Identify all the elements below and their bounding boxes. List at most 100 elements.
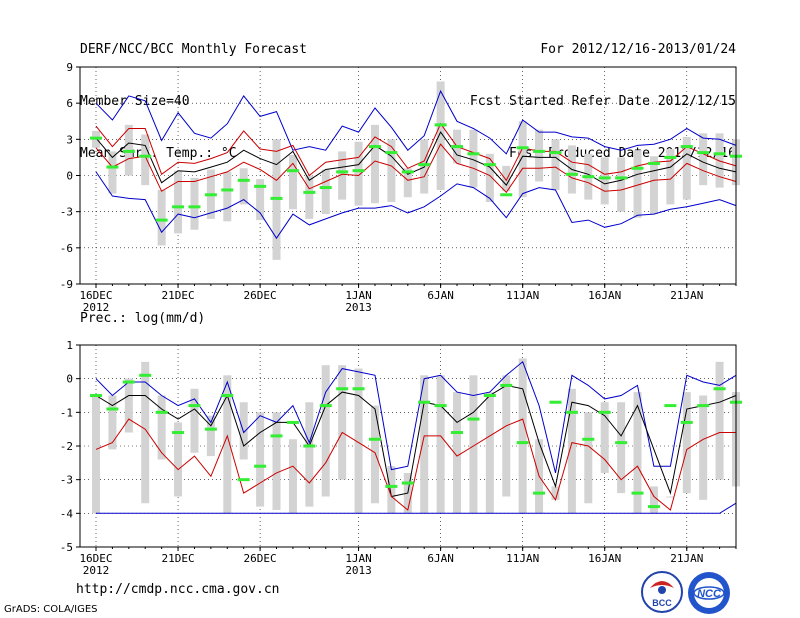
median-mark (106, 165, 119, 169)
median-mark (204, 193, 217, 197)
series-line-mean (95, 131, 737, 186)
median-mark (615, 441, 628, 445)
x-tick-label: 11JAN (506, 289, 539, 302)
median-mark (467, 152, 480, 156)
x-tick-year-label: 2013 (345, 564, 372, 577)
median-mark (90, 136, 102, 140)
ensemble-range-bar (617, 402, 626, 494)
median-mark (286, 420, 299, 424)
median-mark (483, 163, 496, 167)
x-tick-label: 16JAN (588, 552, 621, 565)
ensemble-range-bar (124, 378, 133, 433)
median-mark (451, 431, 464, 435)
source-url[interactable]: http://cmdp.ncc.cma.gov.cn (76, 582, 280, 597)
y-tick-label: -5 (60, 541, 73, 554)
median-mark (549, 400, 562, 404)
median-mark (172, 205, 185, 209)
median-mark (598, 410, 611, 414)
x-tick-year-label: 2013 (345, 301, 372, 314)
y-tick-label: 3 (66, 133, 73, 146)
ensemble-range-bar (699, 395, 708, 500)
median-mark (582, 175, 595, 179)
median-mark (565, 410, 578, 414)
ensemble-range-bar (354, 141, 363, 206)
x-tick-label: 1JAN (345, 552, 372, 565)
ensemble-range-bar (92, 395, 100, 514)
median-mark (155, 218, 168, 222)
ensemble-range-bar (239, 168, 248, 205)
ensemble-range-bar (666, 496, 675, 498)
median-mark (631, 491, 644, 495)
bcc-logo-text: BCC (652, 598, 672, 608)
median-mark (713, 387, 726, 391)
median-mark (533, 149, 546, 153)
median-mark (368, 145, 381, 149)
ensemble-range-bar (633, 392, 642, 514)
median-mark (319, 404, 332, 408)
series-line-lower (95, 143, 737, 194)
ensemble-range-bar (436, 375, 445, 514)
x-tick-label: 21JAN (670, 552, 703, 565)
median-mark (254, 464, 267, 468)
ensemble-range-bar (354, 368, 363, 514)
bcc-logo: BCC (641, 571, 683, 613)
median-mark (368, 437, 381, 441)
ensemble-range-bar (305, 175, 314, 219)
series-line-max (95, 360, 737, 474)
median-mark (188, 205, 201, 209)
ensemble-range-bar (305, 402, 314, 507)
median-mark (303, 190, 316, 194)
median-mark (434, 123, 447, 127)
y-tick-label: -1 (60, 406, 73, 419)
median-mark (467, 417, 480, 421)
ensemble-range-bar (256, 179, 265, 221)
ensemble-range-bar (190, 177, 199, 230)
median-mark (237, 478, 250, 482)
ensemble-range-bar (715, 133, 724, 188)
ensemble-range-bar (715, 361, 724, 480)
median-mark (352, 169, 365, 173)
median-mark (598, 176, 611, 180)
forecast-period: For 2012/12/16-2013/01/24 (540, 42, 736, 57)
ensemble-range-bar (453, 392, 462, 514)
median-mark (204, 427, 217, 431)
y-tick-label: -2 (60, 440, 73, 453)
ensemble-range-bar (108, 151, 117, 194)
ensemble-range-bar (403, 168, 412, 198)
median-mark (582, 437, 595, 441)
median-mark (713, 152, 726, 156)
median-mark (647, 161, 660, 165)
median-mark (385, 484, 398, 488)
ensemble-range-bar (338, 151, 347, 200)
median-mark (122, 149, 135, 153)
ensemble-range-bar (141, 134, 150, 186)
x-tick-label: 26DEC (244, 289, 277, 302)
ensemble-range-bar (485, 153, 494, 203)
ensemble-range-bar (321, 365, 330, 497)
ensemble-range-bar (206, 415, 215, 457)
ensemble-range-bar (485, 392, 494, 514)
median-mark (336, 387, 349, 391)
x-tick-year-label: 2012 (83, 301, 110, 314)
median-mark (254, 184, 267, 188)
ensemble-range-bar (551, 486, 560, 500)
x-tick-label: 1JAN (345, 289, 372, 302)
ensemble-range-bar (288, 439, 297, 514)
ensemble-range-bar (239, 402, 248, 460)
median-mark (565, 172, 578, 176)
series-line-upper (95, 122, 737, 182)
median-mark (122, 380, 135, 384)
median-mark (631, 166, 644, 170)
median-mark (516, 441, 529, 445)
x-tick-label: 16DEC (79, 552, 112, 565)
median-mark (401, 481, 414, 485)
y-tick-label: -3 (60, 474, 73, 487)
median-mark (270, 196, 283, 200)
x-tick-label: 21DEC (161, 552, 194, 565)
ncc-logo: NCC (688, 572, 730, 614)
median-mark (270, 434, 283, 438)
ncc-logo-text: NCC (697, 588, 722, 600)
ensemble-range-bar (502, 165, 511, 192)
